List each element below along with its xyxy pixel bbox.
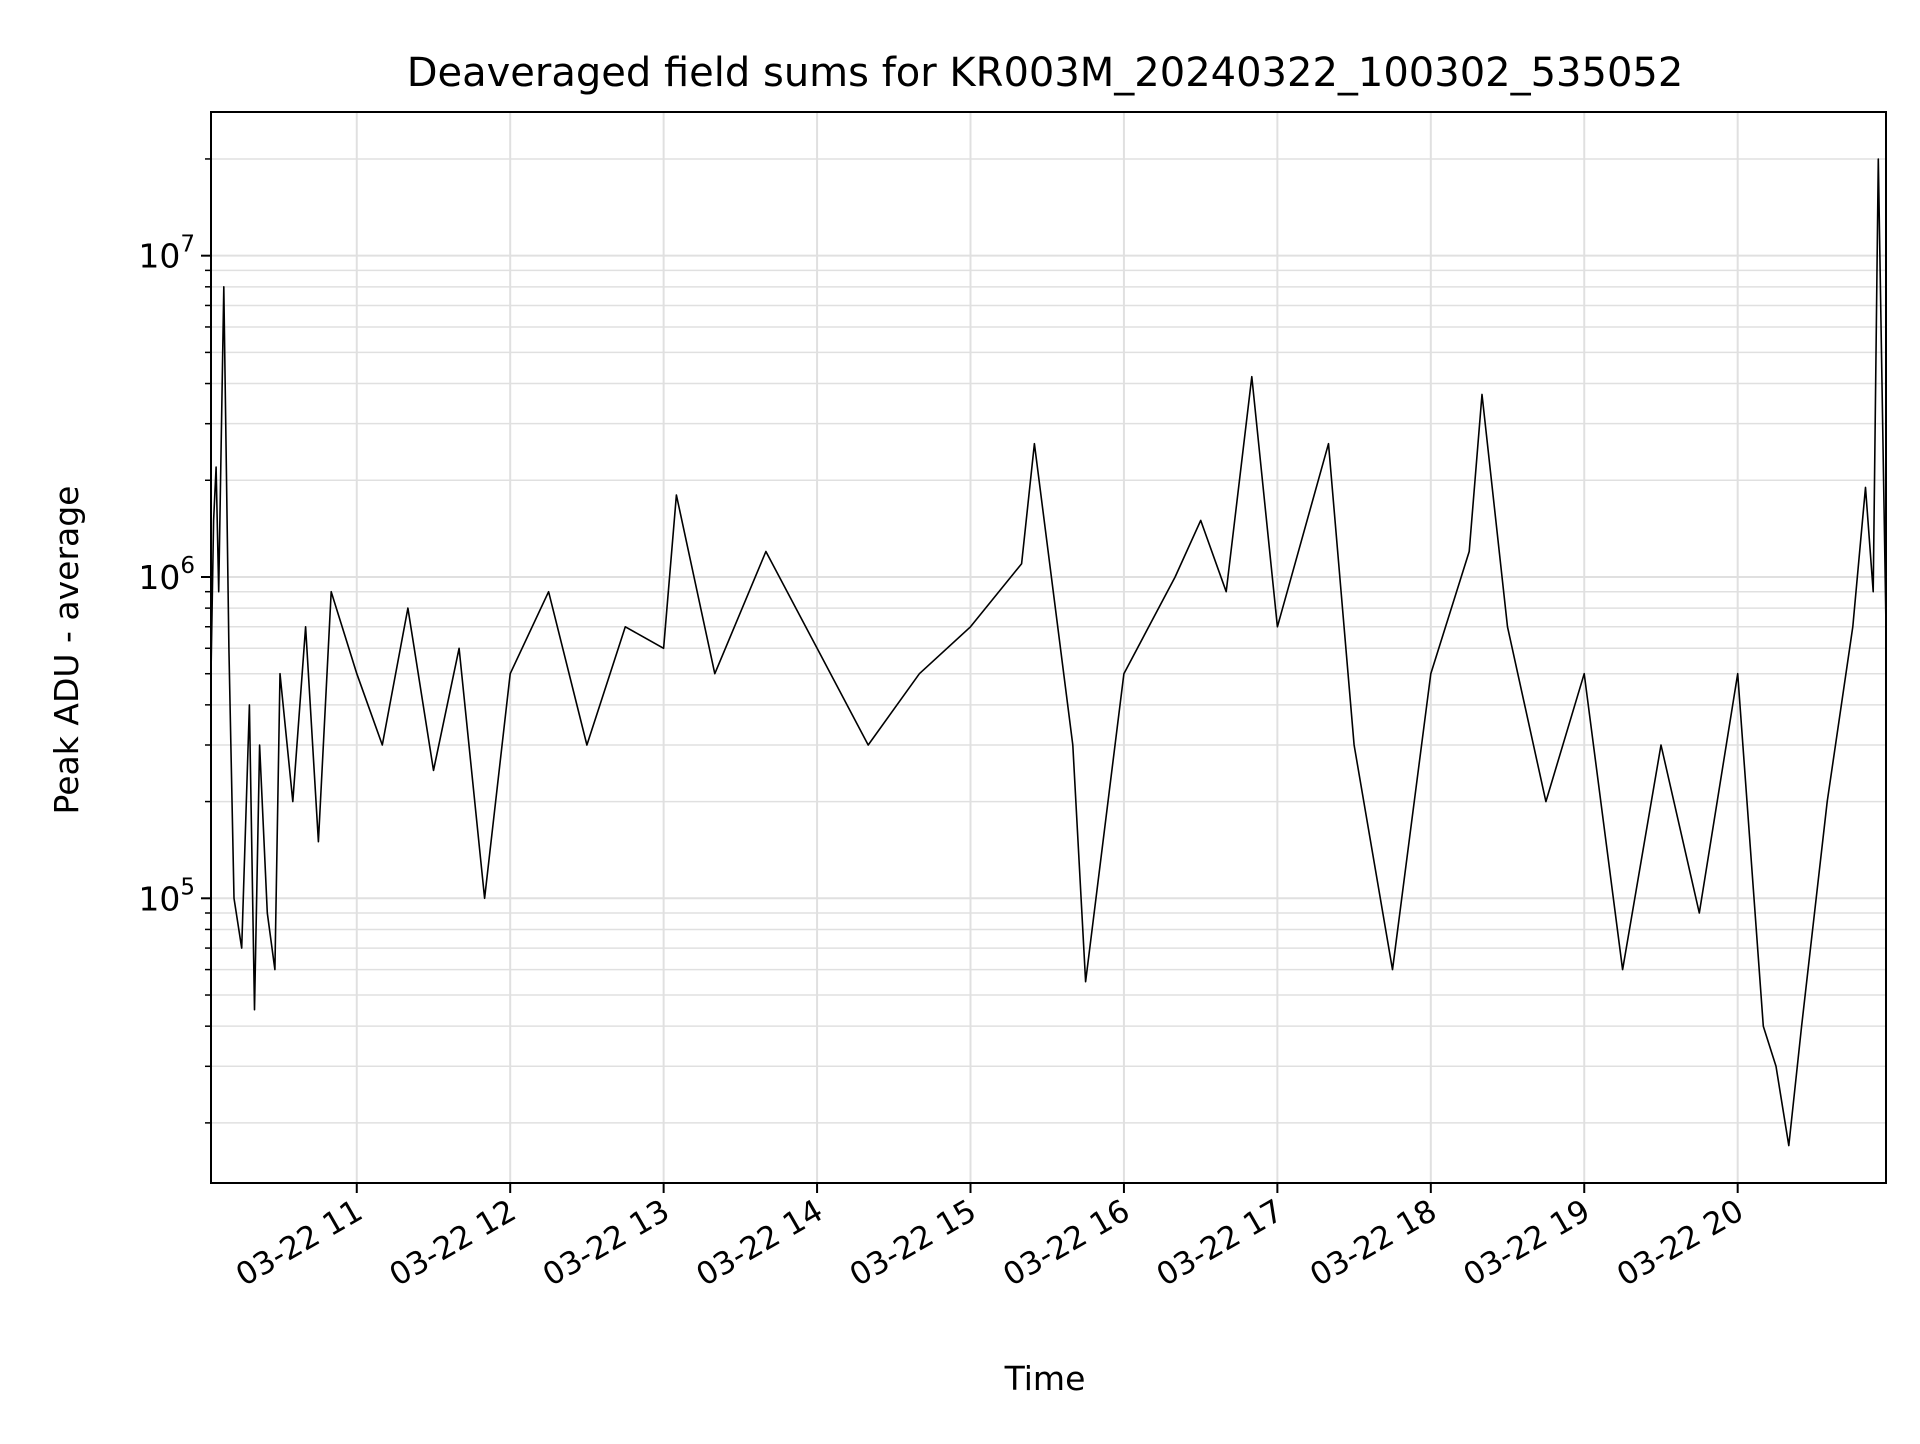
- chart-title: Deaveraged field sums for KR003M_2024032…: [407, 50, 1684, 96]
- x-axis-label: Time: [1004, 1359, 1086, 1398]
- series-line: [210, 158, 1887, 1147]
- y-tick-label: 107: [138, 232, 195, 276]
- y-tick-label: 106: [138, 553, 195, 597]
- grid: [211, 112, 1886, 1183]
- y-tick-label: 105: [138, 874, 195, 918]
- series-layer: [210, 158, 1887, 1147]
- plot-frame: [210, 111, 1887, 1184]
- y-axis-label: Peak ADU - average: [47, 486, 86, 815]
